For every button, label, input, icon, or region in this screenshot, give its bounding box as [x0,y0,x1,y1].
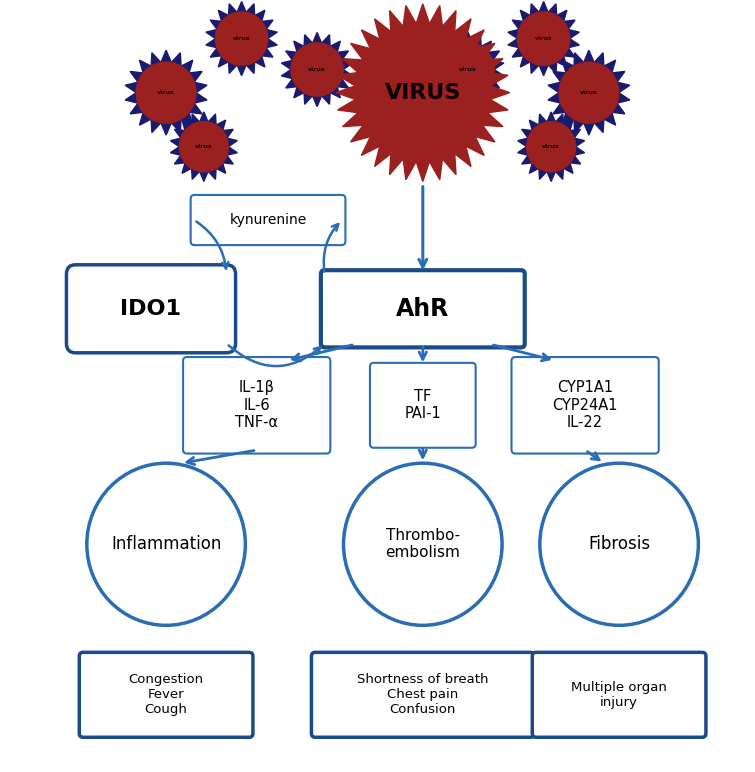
FancyBboxPatch shape [79,652,253,737]
FancyBboxPatch shape [321,270,525,347]
Text: Multiple organ
injury: Multiple organ injury [572,681,667,709]
FancyBboxPatch shape [312,652,535,737]
FancyBboxPatch shape [190,195,345,245]
Text: virus: virus [195,144,213,149]
Text: AhR: AhR [396,296,449,321]
Text: Fibrosis: Fibrosis [588,535,650,554]
Circle shape [527,122,575,171]
FancyBboxPatch shape [512,357,658,454]
FancyBboxPatch shape [370,363,476,448]
Text: IDO1: IDO1 [121,299,181,319]
Text: Congestion
Fever
Cough: Congestion Fever Cough [128,673,204,716]
Text: Inflammation: Inflammation [111,535,221,554]
Text: TF
PAI-1: TF PAI-1 [405,389,441,422]
Text: virus: virus [157,90,175,95]
Circle shape [136,62,196,124]
Text: IL-1β
IL-6
TNF-α: IL-1β IL-6 TNF-α [235,381,279,430]
Text: virus: virus [535,36,553,41]
Circle shape [540,463,698,625]
Circle shape [559,62,619,124]
Polygon shape [518,112,584,181]
Text: virus: virus [308,67,326,72]
FancyBboxPatch shape [183,357,331,454]
Text: virus: virus [233,36,251,41]
Circle shape [291,42,344,96]
Circle shape [442,42,495,96]
Polygon shape [433,32,504,107]
Circle shape [357,25,488,160]
Text: kynurenine: kynurenine [230,213,307,227]
Polygon shape [125,50,207,135]
Text: Thrombo-
embolism: Thrombo- embolism [385,528,461,560]
Polygon shape [206,2,277,76]
Polygon shape [508,2,579,76]
Text: VIRUS: VIRUS [384,83,461,103]
Circle shape [517,12,570,66]
Polygon shape [336,4,510,181]
Text: virus: virus [542,144,560,149]
Text: virus: virus [459,67,477,72]
Polygon shape [282,32,353,107]
Circle shape [180,122,228,171]
Text: virus: virus [580,90,598,95]
FancyBboxPatch shape [66,265,236,353]
FancyBboxPatch shape [532,652,706,737]
Circle shape [87,463,245,625]
Circle shape [344,463,502,625]
Text: Shortness of breath
Chest pain
Confusion: Shortness of breath Chest pain Confusion [357,673,488,716]
Polygon shape [171,112,237,181]
Polygon shape [548,50,630,135]
Text: CYP1A1
CYP24A1
IL-22: CYP1A1 CYP24A1 IL-22 [553,381,618,430]
Circle shape [215,12,268,66]
